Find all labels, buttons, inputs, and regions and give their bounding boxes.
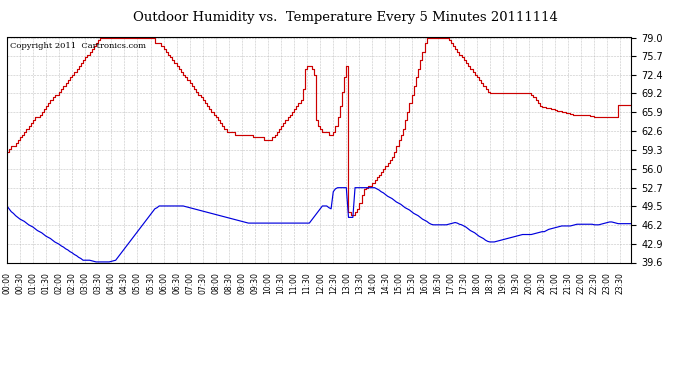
Text: Copyright 2011  Cartronics.com: Copyright 2011 Cartronics.com xyxy=(10,42,146,50)
Text: Outdoor Humidity vs.  Temperature Every 5 Minutes 20111114: Outdoor Humidity vs. Temperature Every 5… xyxy=(132,11,558,24)
